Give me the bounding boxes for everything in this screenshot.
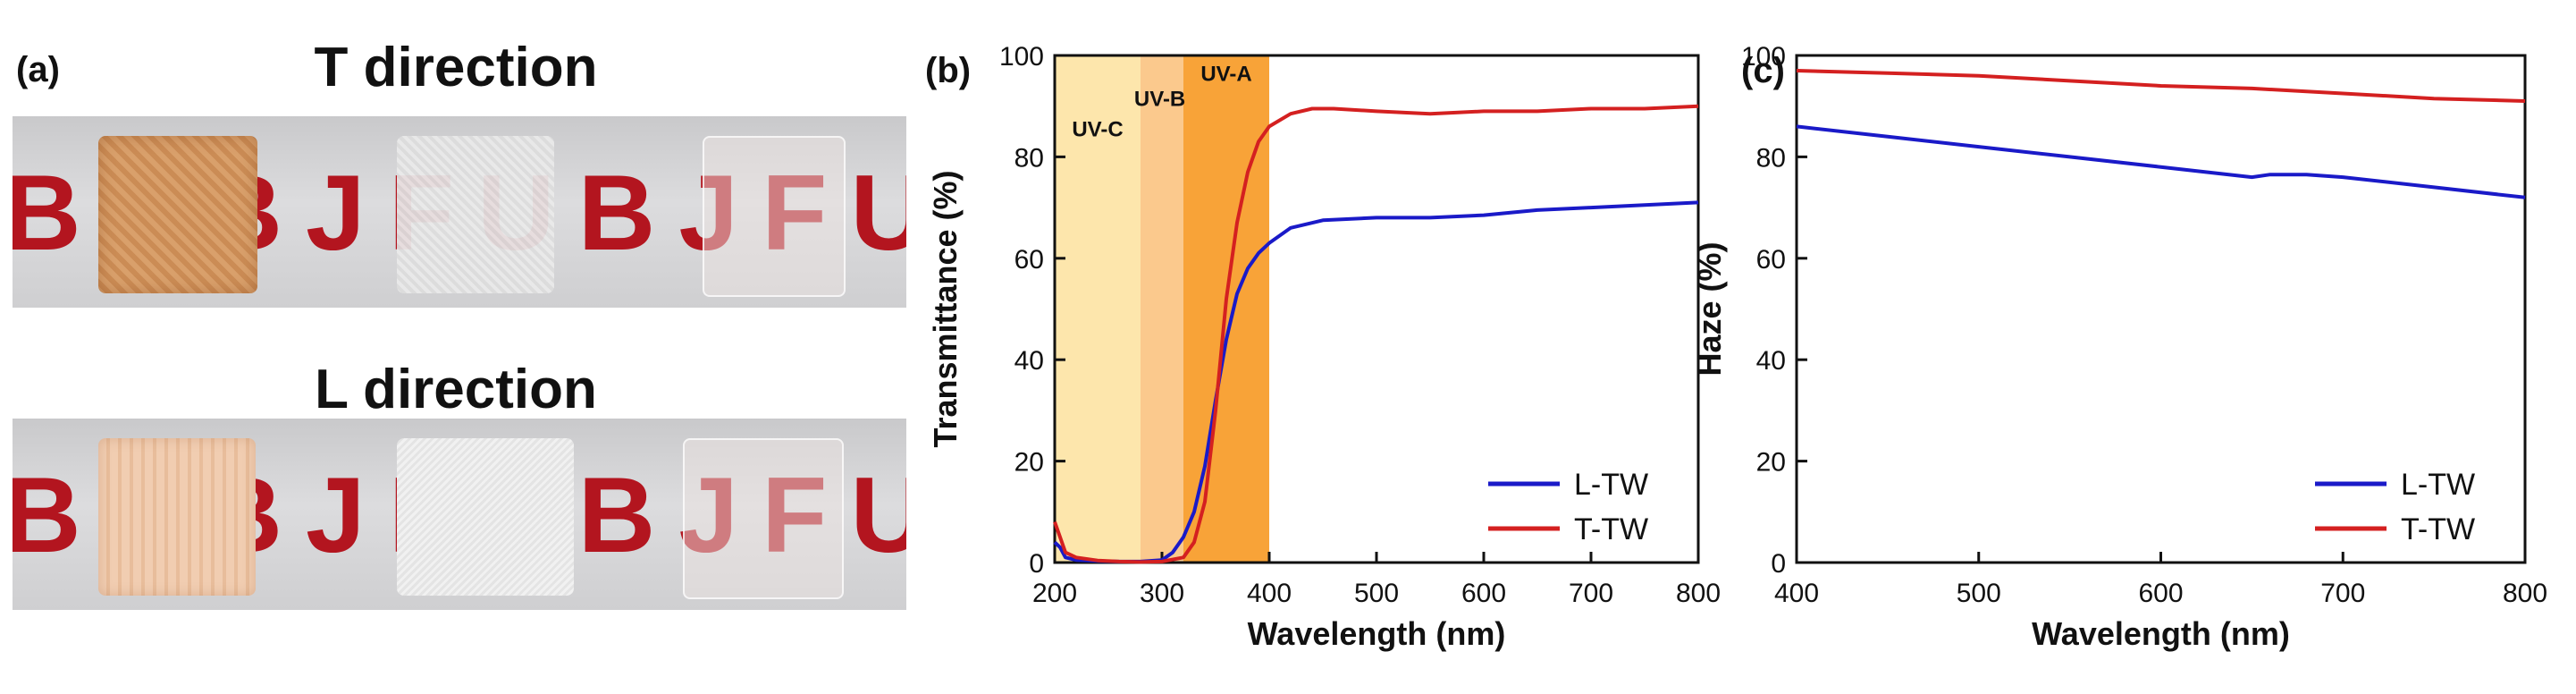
series-line-t-tw [1796, 69, 2526, 103]
x-tick-label-300: 300 [1140, 579, 1184, 608]
legend-label-l-tw: L-TW [1574, 468, 1648, 502]
uv-band-label-uv-b: UV-B [1134, 88, 1185, 112]
t-clear-sample [703, 136, 846, 297]
y-tick-label-0: 0 [1771, 549, 1786, 579]
y-tick-label-60: 60 [1014, 245, 1044, 275]
x-tick-label-600: 600 [2138, 579, 2183, 608]
y-axis-label: Haze (%) [1691, 241, 1728, 376]
y-tick-label-40: 40 [1756, 346, 1786, 376]
x-tick-label-700: 700 [1569, 579, 1613, 608]
uv-band-label-uv-c: UV-C [1072, 118, 1123, 142]
series-line-t-tw [1053, 104, 1699, 564]
l-clear-sample [683, 438, 844, 599]
x-tick-label-800: 800 [1676, 579, 1721, 608]
x-tick-label-600: 600 [1461, 579, 1506, 608]
uv-band-uv-b [1141, 55, 1183, 563]
panel-label: (c) [1741, 51, 1785, 90]
y-tick-label-100: 100 [1741, 42, 1786, 72]
x-tick-label-500: 500 [1354, 579, 1399, 608]
l-direction-photo: BUBJFUBJFU [13, 419, 906, 610]
legend-label-t-tw: T-TW [1574, 512, 1648, 546]
y-tick-label-80: 80 [1014, 143, 1044, 173]
series-line-l-tw [1796, 124, 2526, 199]
x-tick-label-500: 500 [1957, 579, 2001, 608]
l-tw-sample [397, 438, 574, 596]
uv-band-uv-c [1055, 55, 1141, 563]
panel-a-label: (a) [16, 50, 60, 89]
x-tick-label-200: 200 [1032, 579, 1077, 608]
y-tick-label-100: 100 [999, 42, 1044, 72]
l-direction-title: L direction [315, 359, 597, 420]
y-tick-label-80: 80 [1756, 143, 1786, 173]
y-tick-label-20: 20 [1756, 448, 1786, 478]
y-tick-label-40: 40 [1014, 346, 1044, 376]
x-axis-label: Wavelength (nm) [1248, 615, 1506, 652]
panel-label: (b) [925, 51, 971, 90]
x-tick-label-400: 400 [1247, 579, 1292, 608]
l-wood-sample [98, 438, 256, 596]
t-tw-sample [397, 136, 554, 293]
t-wood-sample [98, 136, 257, 293]
y-axis-label: Transmittance (%) [927, 170, 964, 447]
legend-label-l-tw: L-TW [2401, 468, 2475, 502]
legend-label-t-tw: T-TW [2401, 512, 2475, 546]
x-tick-label-700: 700 [2320, 579, 2365, 608]
y-tick-label-20: 20 [1014, 448, 1044, 478]
uv-band-label-uv-a: UV-A [1200, 62, 1251, 86]
y-tick-label-60: 60 [1756, 245, 1786, 275]
t-direction-title: T direction [314, 37, 598, 98]
x-tick-label-800: 800 [2503, 579, 2547, 608]
x-tick-label-400: 400 [1774, 579, 1819, 608]
t-direction-photo: BUBJFUBJFU [13, 116, 906, 308]
x-axis-label: Wavelength (nm) [2032, 615, 2290, 652]
y-tick-label-0: 0 [1029, 549, 1044, 579]
